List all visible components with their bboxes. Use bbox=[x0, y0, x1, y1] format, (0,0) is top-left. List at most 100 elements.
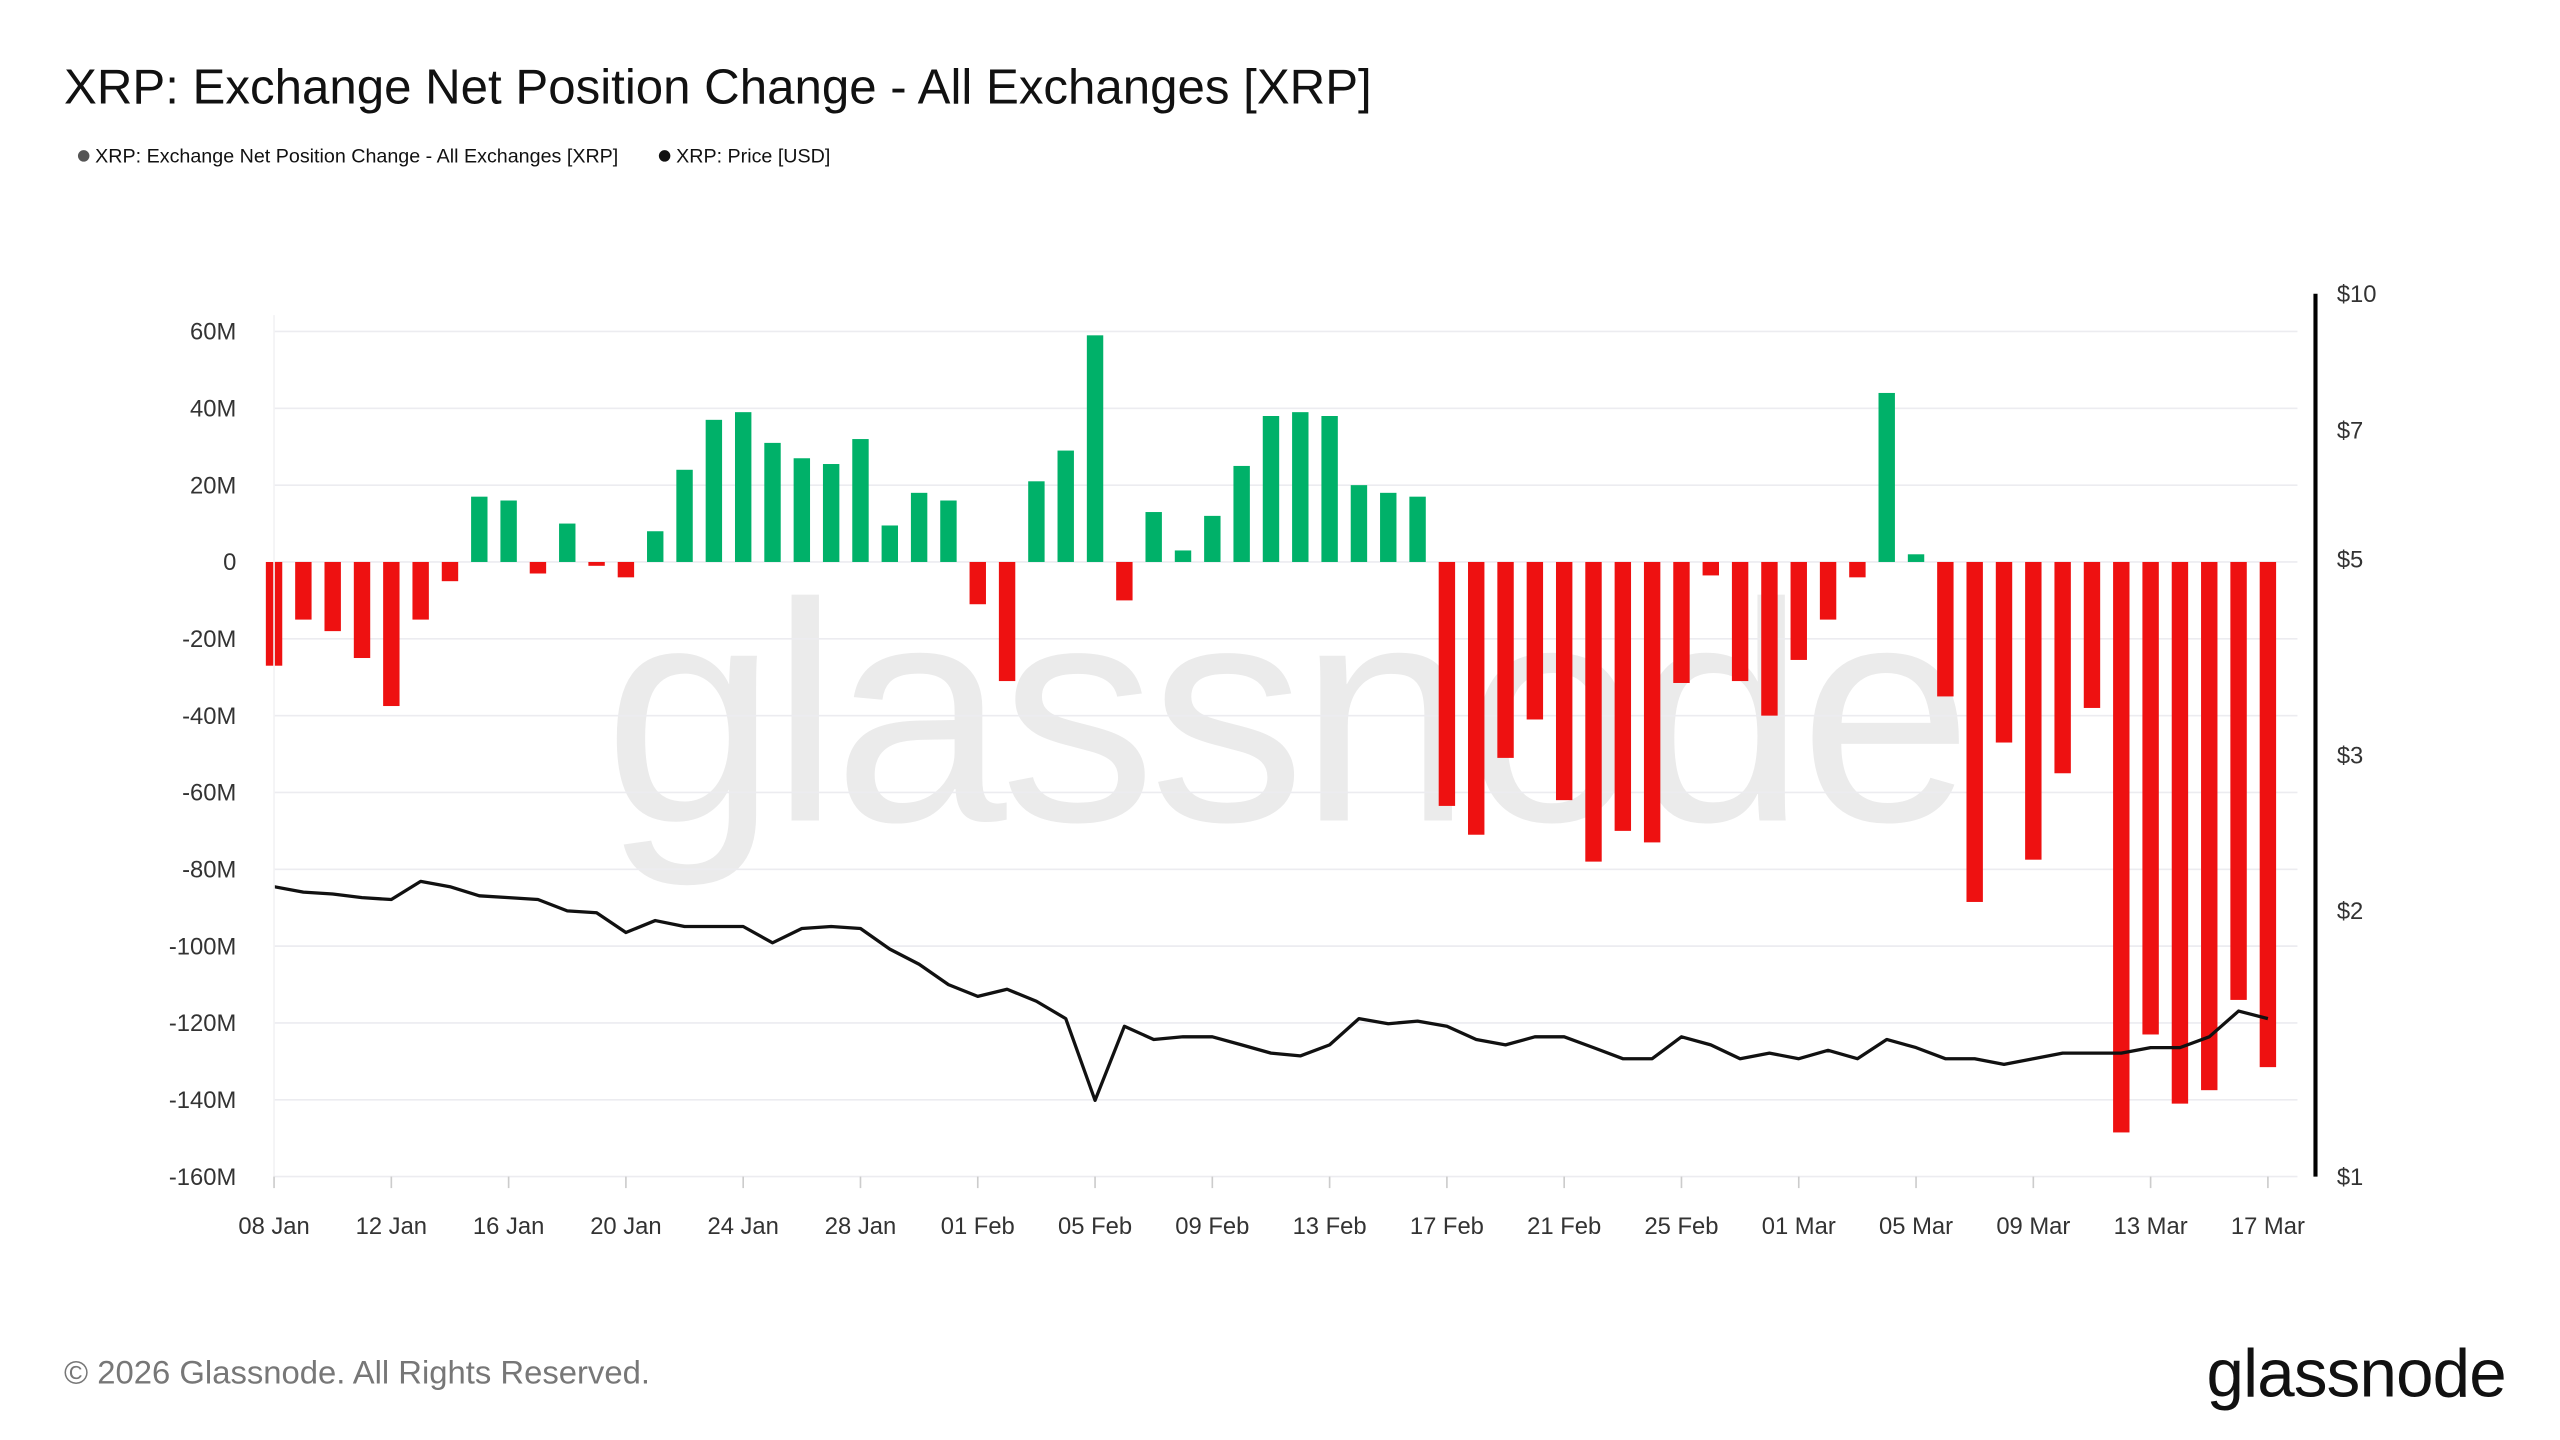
x-tick-label: 17 Mar bbox=[2231, 1213, 2305, 1240]
copyright: © 2026 Glassnode. All Rights Reserved. bbox=[64, 1353, 650, 1390]
bar-11-mar[interactable] bbox=[2083, 561, 2101, 708]
y-left-tick-label: 60M bbox=[190, 319, 236, 346]
bar-28-jan[interactable] bbox=[852, 439, 869, 562]
y-left-tick-label: -20M bbox=[182, 626, 236, 653]
bar-27-jan[interactable] bbox=[822, 464, 840, 562]
bar-24-jan[interactable] bbox=[734, 412, 752, 562]
bar-12-mar[interactable] bbox=[2113, 561, 2130, 1133]
bar-27-feb[interactable] bbox=[1731, 561, 1749, 682]
bar-28-feb[interactable] bbox=[1761, 561, 1778, 716]
bar-29-jan[interactable] bbox=[881, 525, 899, 562]
bar-23-feb[interactable] bbox=[1614, 561, 1632, 831]
bar-16-jan[interactable] bbox=[500, 500, 517, 562]
bar-22-feb[interactable] bbox=[1585, 561, 1602, 862]
bar-12-jan[interactable] bbox=[383, 561, 400, 707]
bar-19-jan[interactable] bbox=[588, 561, 605, 566]
bar-14-mar[interactable] bbox=[2171, 561, 2189, 1104]
right-axis: $10 $7 $5 $3 $2 $1 bbox=[2313, 281, 2377, 1191]
bar-07-mar[interactable] bbox=[1966, 561, 1983, 902]
y-left-tick-label: 40M bbox=[190, 396, 236, 423]
bar-02-feb[interactable] bbox=[998, 561, 1016, 682]
bar-09-feb[interactable] bbox=[1204, 515, 1221, 562]
bar-20-feb[interactable] bbox=[1526, 561, 1544, 720]
bar-21-feb[interactable] bbox=[1555, 561, 1573, 801]
bar-15-mar[interactable] bbox=[2201, 561, 2218, 1091]
bar-23-jan[interactable] bbox=[705, 419, 723, 562]
bar-01-mar[interactable] bbox=[1790, 561, 1807, 660]
bar-17-jan[interactable] bbox=[529, 561, 547, 574]
bar-10-jan[interactable] bbox=[324, 561, 341, 632]
gridlines bbox=[274, 330, 2298, 1178]
bar-05-mar[interactable] bbox=[1907, 554, 1925, 562]
x-tick-label: 13 Feb bbox=[1293, 1213, 1367, 1240]
bar-25-jan[interactable] bbox=[764, 442, 781, 562]
bar-24-feb[interactable] bbox=[1643, 561, 1661, 843]
bar-02-mar[interactable] bbox=[1819, 561, 1837, 620]
bar-13-mar[interactable] bbox=[2142, 561, 2159, 1035]
bar-09-mar[interactable] bbox=[2025, 561, 2042, 860]
bar-14-feb[interactable] bbox=[1350, 485, 1368, 562]
legend: XRP: Exchange Net Position Change - All … bbox=[77, 145, 830, 167]
bar-12-feb[interactable] bbox=[1292, 412, 1309, 562]
bar-04-mar[interactable] bbox=[1878, 392, 1895, 562]
bar-03-mar[interactable] bbox=[1849, 561, 1866, 578]
bar-15-feb[interactable] bbox=[1380, 492, 1397, 562]
bar-20-jan[interactable] bbox=[617, 561, 635, 578]
bar-16-mar[interactable] bbox=[2230, 561, 2247, 1000]
bar-15-jan[interactable] bbox=[471, 496, 488, 562]
bar-26-feb[interactable] bbox=[1702, 561, 1719, 576]
y-right-tick-label: $10 bbox=[2337, 281, 2377, 308]
x-tick-label: 05 Feb bbox=[1058, 1213, 1132, 1240]
price-line-group bbox=[273, 879, 2269, 1103]
glassnode-logo: glassnode bbox=[2207, 1337, 2506, 1412]
bar-13-jan[interactable] bbox=[412, 561, 429, 620]
bar-25-feb[interactable] bbox=[1673, 561, 1690, 683]
bar-18-feb[interactable] bbox=[1468, 561, 1485, 835]
price-line[interactable] bbox=[273, 879, 2269, 1103]
x-tick-label: 01 Feb bbox=[941, 1213, 1015, 1240]
bar-10-feb[interactable] bbox=[1233, 465, 1250, 562]
x-tick-label: 25 Feb bbox=[1644, 1213, 1718, 1240]
bar-10-mar[interactable] bbox=[2054, 561, 2071, 774]
bar-03-feb[interactable] bbox=[1028, 481, 1045, 562]
bar-06-mar[interactable] bbox=[1937, 561, 1954, 697]
legend-marker-netflow bbox=[77, 150, 90, 162]
bar-30-jan[interactable] bbox=[910, 492, 928, 562]
bar-21-jan[interactable] bbox=[647, 531, 664, 562]
bar-18-jan[interactable] bbox=[559, 523, 576, 562]
x-tick-label: 28 Jan bbox=[825, 1213, 896, 1240]
bar-22-jan[interactable] bbox=[676, 469, 693, 562]
x-tick-label: 08 Jan bbox=[238, 1213, 309, 1240]
bar-13-feb[interactable] bbox=[1321, 416, 1338, 562]
y-right-tick-label: $5 bbox=[2337, 547, 2363, 574]
x-tick-label: 20 Jan bbox=[590, 1213, 661, 1240]
bar-17-mar[interactable] bbox=[2259, 561, 2277, 1068]
y-left-tick-label: -160M bbox=[169, 1164, 236, 1191]
bar-01-feb[interactable] bbox=[969, 561, 986, 605]
x-tick-label: 16 Jan bbox=[473, 1213, 544, 1240]
bar-05-feb[interactable] bbox=[1086, 335, 1104, 562]
bar-17-feb[interactable] bbox=[1438, 561, 1456, 806]
y-right-tick-label: $3 bbox=[2337, 743, 2363, 770]
x-tick-label: 17 Feb bbox=[1410, 1213, 1484, 1240]
x-tick-label: 09 Mar bbox=[1996, 1213, 2070, 1240]
bar-09-jan[interactable] bbox=[295, 561, 312, 620]
x-tick-label: 13 Mar bbox=[2114, 1213, 2188, 1240]
bar-04-feb[interactable] bbox=[1057, 450, 1074, 562]
y-left-tick-label: -140M bbox=[169, 1087, 236, 1114]
bar-06-feb[interactable] bbox=[1116, 561, 1133, 601]
bar-07-feb[interactable] bbox=[1145, 512, 1162, 562]
bar-11-feb[interactable] bbox=[1262, 416, 1280, 562]
bar-26-jan[interactable] bbox=[793, 458, 811, 562]
bar-08-feb[interactable] bbox=[1174, 550, 1192, 562]
bar-31-jan[interactable] bbox=[940, 500, 957, 562]
bar-14-jan[interactable] bbox=[441, 561, 459, 582]
bar-08-mar[interactable] bbox=[1995, 561, 2013, 743]
bar-11-jan[interactable] bbox=[353, 561, 371, 659]
bar-19-feb[interactable] bbox=[1497, 561, 1514, 758]
legend-label-price[interactable]: XRP: Price [USD] bbox=[676, 145, 830, 167]
bar-16-feb[interactable] bbox=[1409, 496, 1426, 562]
legend-label-netflow[interactable]: XRP: Exchange Net Position Change - All … bbox=[95, 145, 618, 167]
y-right-tick-label: $2 bbox=[2337, 898, 2363, 925]
